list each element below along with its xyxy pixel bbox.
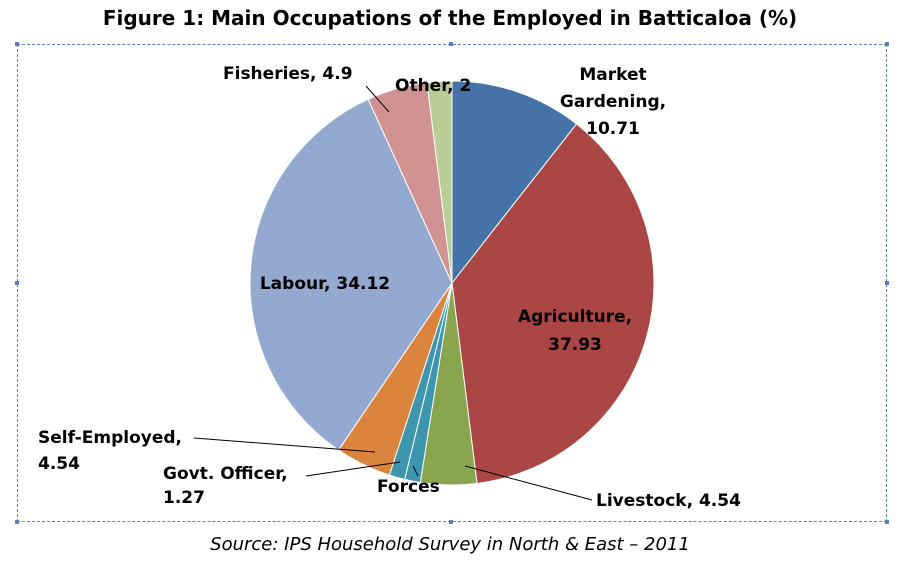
- slice-label-line: Agriculture,: [518, 307, 632, 327]
- slice-label-forces: Forces: [377, 477, 440, 497]
- pie-slices: [249, 80, 655, 486]
- slice-label-line: Market: [579, 65, 646, 85]
- slice-label-line: Labour, 34.12: [260, 274, 390, 294]
- slice-label-line: 37.93: [548, 335, 602, 355]
- pie-slice-market-gardening: [451, 80, 578, 285]
- chart-frame[interactable]: [15, 42, 889, 524]
- slice-label-self-employed: Self-Employed, 4.54: [38, 428, 182, 474]
- slice-labels: Market Gardening, 10.71 Agriculture, 37.93 Li…: [38, 64, 741, 511]
- slice-label-line: 4.54: [38, 454, 80, 474]
- slice-label-line: Other, 2: [395, 76, 471, 96]
- slice-label-line: Self-Employed,: [38, 428, 182, 448]
- slice-label-market-gardening: Market Gardening, 10.71: [560, 65, 666, 139]
- chart-title: Figure 1: Main Occupations of the Employ…: [102, 6, 798, 30]
- slice-label-line: 10.71: [586, 119, 640, 139]
- slice-label-govt-officer: Govt. Officer, 1.27: [163, 464, 288, 508]
- pie-slice-agriculture: [451, 123, 655, 485]
- leader-line-fisheries: [365, 85, 390, 113]
- chart-source-note: Source: IPS Household Survey in North & …: [210, 534, 690, 555]
- slice-label-line: Fisheries, 4.9: [223, 64, 353, 84]
- resize-handle-middle-right[interactable]: [885, 281, 889, 285]
- slice-label-line: Gardening,: [560, 92, 666, 112]
- resize-handle-top-left[interactable]: [15, 42, 19, 46]
- resize-handle-bottom-center[interactable]: [449, 520, 453, 524]
- slice-label-line: Livestock, 4.54: [596, 491, 741, 511]
- slice-label-line: 1.27: [163, 488, 205, 508]
- slice-label-line: Forces: [377, 477, 440, 497]
- leader-line-govt-officer: [305, 461, 401, 477]
- slice-label-line: Govt. Officer,: [163, 464, 288, 484]
- resize-handle-top-center[interactable]: [449, 42, 453, 46]
- slice-label-fisheries: Fisheries, 4.9: [223, 64, 353, 84]
- slice-label-livestock: Livestock, 4.54: [596, 491, 741, 511]
- leader-lines: [193, 85, 593, 501]
- resize-handle-bottom-right[interactable]: [885, 520, 889, 524]
- leader-line-self-employed: [193, 437, 376, 453]
- leader-line-forces: [412, 465, 419, 477]
- slice-label-other: Other, 2: [395, 76, 471, 96]
- resize-handle-top-right[interactable]: [885, 42, 889, 46]
- pie-slice-labour: [249, 98, 453, 451]
- slice-label-agriculture: Agriculture, 37.93: [518, 307, 632, 355]
- pie-slice-other: [426, 80, 453, 284]
- slice-label-labour: Labour, 34.12: [260, 274, 390, 294]
- resize-handle-middle-left[interactable]: [15, 281, 19, 285]
- leader-line-livestock: [464, 465, 593, 501]
- resize-handle-bottom-left[interactable]: [15, 520, 19, 524]
